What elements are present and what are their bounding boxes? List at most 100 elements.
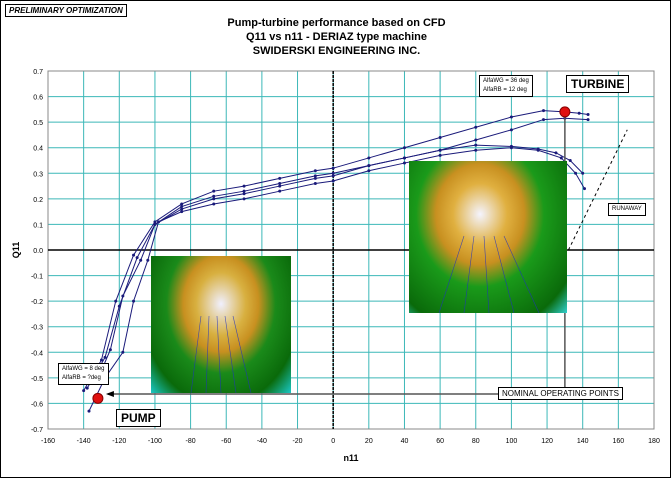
series-point: [212, 189, 216, 193]
y-tick-label: -0.6: [31, 401, 43, 408]
cfd-render-turbine: [409, 161, 567, 313]
series-point: [586, 112, 590, 116]
x-tick-label: 140: [577, 438, 589, 445]
y-tick-label: -0.7: [31, 427, 43, 434]
series-point: [121, 294, 125, 298]
series-point: [242, 184, 246, 188]
series-point: [242, 189, 246, 193]
x-tick-label: -20: [292, 438, 302, 445]
series-point: [212, 194, 216, 198]
x-tick-label: -140: [77, 438, 91, 445]
series-point: [180, 202, 184, 206]
pump-angles-label: AlfaWG = 8 deg AlfaRB = ?deg: [58, 363, 109, 385]
y-tick-label: -0.4: [31, 350, 43, 357]
chart-subtitle2: SWIDERSKI ENGINEERING INC.: [252, 45, 421, 57]
cfd-render-pump: [151, 256, 291, 393]
x-tick-label: 80: [472, 438, 480, 445]
series-point: [153, 220, 157, 224]
series-point: [87, 409, 91, 413]
x-tick-label: 100: [506, 438, 518, 445]
series-point: [568, 159, 572, 162]
series-point: [108, 348, 112, 352]
series-point: [313, 182, 317, 186]
series-point: [278, 189, 282, 193]
series-point: [438, 153, 442, 157]
x-tick-label: -120: [112, 438, 126, 445]
x-tick-label: 20: [365, 438, 373, 445]
series-point: [582, 187, 586, 191]
series-point: [278, 176, 282, 180]
series-point: [331, 174, 335, 178]
nominal-point-turbine: [559, 106, 571, 118]
y-tick-label: 0.1: [33, 222, 43, 229]
y-tick-label: 0.4: [33, 146, 43, 153]
series-point: [180, 207, 184, 211]
series-point: [212, 202, 216, 206]
series-point: [132, 299, 136, 303]
series-point: [313, 169, 317, 173]
x-tick-label: -100: [148, 438, 162, 445]
series-point: [114, 299, 118, 303]
series-point: [313, 174, 317, 178]
series-point: [278, 182, 282, 186]
series-point: [509, 128, 513, 132]
series-point: [85, 386, 89, 390]
series-point: [132, 253, 136, 257]
x-tick-label: 60: [436, 438, 444, 445]
series-point: [574, 171, 578, 175]
series-point: [586, 118, 590, 122]
x-tick-label: -160: [41, 438, 55, 445]
y-tick-label: 0.5: [33, 120, 43, 127]
x-tick-label: 0: [331, 438, 335, 445]
series-point: [135, 256, 139, 260]
series-point: [212, 197, 216, 201]
series-point: [541, 118, 545, 122]
x-tick-label: -60: [221, 438, 231, 445]
runaway-label: RUNAWAY: [608, 203, 646, 216]
series-point: [139, 258, 143, 262]
series-point: [331, 171, 335, 175]
series-line: [95, 144, 584, 384]
series-point: [146, 258, 150, 262]
nominal-points-label: NOMINAL OPERATING POINTS: [498, 387, 623, 400]
x-tick-label: 40: [401, 438, 409, 445]
series-point: [331, 166, 335, 170]
series-point: [242, 197, 246, 201]
series-point: [367, 169, 371, 173]
chart-subtitle: Q11 vs n11 - DERIAZ type machine: [246, 31, 427, 43]
series-point: [367, 164, 371, 168]
y-tick-label: 0.2: [33, 197, 43, 204]
turbine-angles-label: AlfaWG = 36 deg AlfaRB = 12 deg: [479, 75, 533, 97]
series-point: [121, 350, 125, 354]
y-axis-label: Q11: [11, 242, 21, 259]
y-tick-label: 0.7: [33, 69, 43, 76]
runaway-line: [567, 129, 628, 251]
y-tick-label: 0.6: [33, 95, 43, 102]
series-point: [554, 151, 558, 155]
series-point: [509, 146, 513, 150]
series-point: [474, 125, 478, 129]
y-tick-label: -0.3: [31, 325, 43, 332]
x-tick-label: 180: [648, 438, 660, 445]
series-point: [438, 148, 442, 152]
series-point: [577, 111, 581, 115]
series-point: [242, 192, 246, 196]
series-point: [402, 146, 406, 150]
turbine-label: TURBINE: [566, 75, 630, 93]
arrow-head: [105, 391, 114, 397]
y-tick-label: 0.3: [33, 171, 43, 178]
y-tick-label: -0.5: [31, 376, 43, 383]
series-line: [83, 110, 589, 391]
series-point: [82, 389, 86, 393]
series-point: [474, 138, 478, 142]
series-point: [559, 156, 563, 160]
x-tick-label: -80: [186, 438, 196, 445]
x-tick-label: -40: [257, 438, 267, 445]
y-tick-label: -0.1: [31, 274, 43, 281]
chart-title: Pump-turbine performance based on CFD: [227, 17, 446, 29]
series-point: [402, 161, 406, 165]
series-point: [541, 109, 545, 113]
series-point: [153, 222, 157, 226]
